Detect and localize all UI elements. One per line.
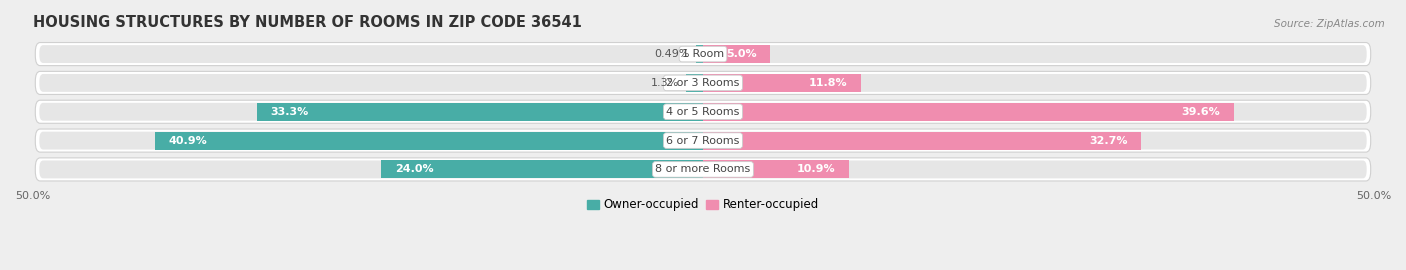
FancyBboxPatch shape: [35, 100, 1371, 123]
FancyBboxPatch shape: [35, 71, 1371, 94]
FancyBboxPatch shape: [39, 45, 1367, 63]
Text: 0.49%: 0.49%: [654, 49, 690, 59]
Text: 1.3%: 1.3%: [651, 78, 679, 88]
Text: 40.9%: 40.9%: [169, 136, 207, 146]
Bar: [686, 74, 703, 92]
Bar: [696, 45, 703, 63]
FancyBboxPatch shape: [39, 132, 1367, 150]
Text: 32.7%: 32.7%: [1090, 136, 1128, 146]
Text: HOUSING STRUCTURES BY NUMBER OF ROOMS IN ZIP CODE 36541: HOUSING STRUCTURES BY NUMBER OF ROOMS IN…: [32, 15, 582, 30]
Text: 2 or 3 Rooms: 2 or 3 Rooms: [666, 78, 740, 88]
Bar: [256, 103, 703, 121]
Text: 39.6%: 39.6%: [1182, 107, 1220, 117]
Text: 10.9%: 10.9%: [797, 164, 835, 174]
Bar: [703, 132, 1142, 150]
FancyBboxPatch shape: [35, 43, 1371, 66]
FancyBboxPatch shape: [39, 103, 1367, 121]
FancyBboxPatch shape: [35, 129, 1371, 152]
Text: 24.0%: 24.0%: [395, 164, 433, 174]
Bar: [703, 45, 770, 63]
Text: 11.8%: 11.8%: [810, 78, 848, 88]
Legend: Owner-occupied, Renter-occupied: Owner-occupied, Renter-occupied: [582, 193, 824, 216]
Bar: [381, 160, 703, 178]
Bar: [703, 74, 862, 92]
Text: 5.0%: 5.0%: [725, 49, 756, 59]
Bar: [155, 132, 703, 150]
FancyBboxPatch shape: [35, 158, 1371, 181]
FancyBboxPatch shape: [39, 160, 1367, 178]
Text: Source: ZipAtlas.com: Source: ZipAtlas.com: [1274, 19, 1385, 29]
FancyBboxPatch shape: [39, 74, 1367, 92]
Text: 1 Room: 1 Room: [682, 49, 724, 59]
Text: 8 or more Rooms: 8 or more Rooms: [655, 164, 751, 174]
Text: 6 or 7 Rooms: 6 or 7 Rooms: [666, 136, 740, 146]
Bar: [703, 103, 1234, 121]
Text: 33.3%: 33.3%: [270, 107, 308, 117]
Text: 4 or 5 Rooms: 4 or 5 Rooms: [666, 107, 740, 117]
Bar: [703, 160, 849, 178]
